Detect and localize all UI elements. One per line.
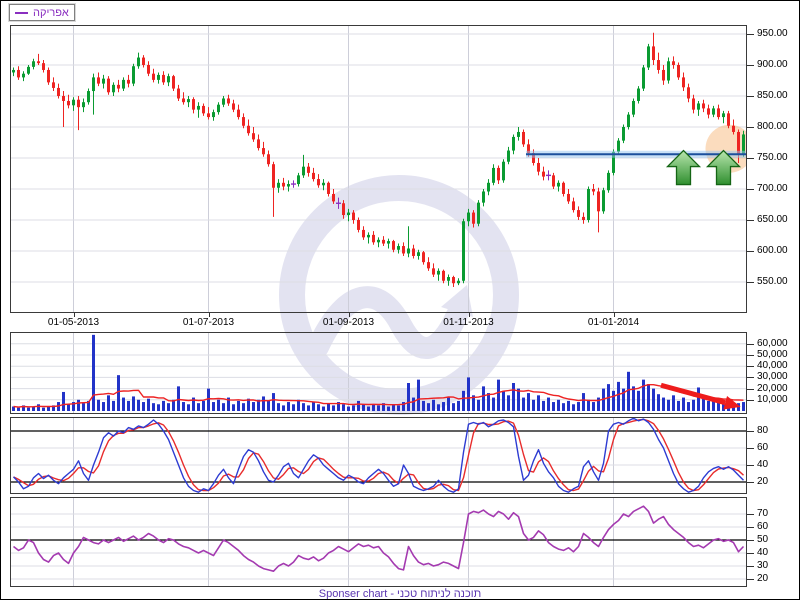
y-axis-tick-label: 30 <box>757 560 769 571</box>
x-axis-tick-label: 01-11-2013 <box>443 317 494 328</box>
y-axis-tick <box>747 96 754 97</box>
y-axis-tick <box>747 127 754 128</box>
y-axis-tick-label: 60,000 <box>757 337 788 349</box>
y-axis-tick-label: 60 <box>757 442 769 453</box>
rsi-panel <box>10 497 747 587</box>
up-arrow-annotation <box>665 149 702 186</box>
x-axis-tick <box>208 313 210 317</box>
series-label: אפריקה <box>33 6 69 19</box>
y-axis-tick <box>747 465 754 466</box>
y-axis-tick-label: 950.00 <box>757 28 788 39</box>
x-axis-tick <box>468 313 470 317</box>
y-axis-tick <box>747 220 754 221</box>
y-axis-tick <box>747 343 754 345</box>
legend-box: אפריקה <box>9 4 75 21</box>
y-axis-tick-label: 30,000 <box>757 371 788 383</box>
y-axis-tick <box>747 282 754 283</box>
y-axis-tick <box>747 431 754 432</box>
stochastic-panel <box>10 417 747 494</box>
x-axis-tick-label: 01-09-2013 <box>322 317 375 328</box>
y-axis-tick-label: 50,000 <box>757 349 788 360</box>
y-axis-tick <box>747 355 754 356</box>
x-axis-date-band: 01-05-2013 01-07-2013 01-09-2013 01-11-2013… <box>11 313 746 332</box>
y-axis-tick <box>747 553 754 554</box>
y-axis-tick-label: 10,000 <box>757 393 788 405</box>
y-axis-tick-label: 20,000 <box>757 382 788 394</box>
y-axis-tick-label: 850.00 <box>757 90 788 101</box>
x-axis-tick-label: 01-01-2014 <box>587 317 640 328</box>
y-axis-tick <box>747 399 754 401</box>
y-axis-tick-label: 40,000 <box>757 360 788 372</box>
downtrend-arrow-annotation <box>723 395 741 410</box>
y-axis-tick <box>747 34 754 35</box>
up-arrow-annotation <box>705 149 742 186</box>
y-axis-tick <box>747 527 754 528</box>
x-axis-tick <box>348 313 350 317</box>
y-axis-tick-label: 650.00 <box>757 214 788 225</box>
y-axis-tick-label: 60 <box>757 521 769 532</box>
y-axis-tick-label: 600.00 <box>757 245 788 256</box>
y-axis-tick <box>747 540 754 541</box>
y-axis-tick-label: 80 <box>757 425 769 436</box>
y-axis-tick <box>747 251 754 252</box>
y-axis-tick-label: 900.00 <box>757 59 788 70</box>
y-axis-tick <box>747 158 754 159</box>
y-axis-tick-label: 40 <box>757 547 769 558</box>
y-axis-tick-label: 70 <box>757 508 769 519</box>
footer-credit: תוכנה לניתוח טכני - Sponser chart <box>318 588 482 600</box>
y-axis-tick-label: 800.00 <box>757 121 788 132</box>
x-axis-tick <box>613 313 615 317</box>
y-axis-tick <box>747 388 754 390</box>
y-axis-tick-label: 20 <box>757 476 769 487</box>
y-axis-tick-label: 50 <box>757 534 769 545</box>
y-axis-tick <box>747 482 754 483</box>
y-axis-tick <box>747 65 754 66</box>
volume-panel <box>10 332 747 414</box>
series-line-sample <box>15 11 28 14</box>
y-axis-tick-label: 20 <box>757 573 769 584</box>
price-candlestick-panel <box>10 25 747 313</box>
x-axis-tick-label: 01-05-2013 <box>47 317 100 328</box>
y-axis-tick <box>747 377 754 379</box>
y-axis-tick-label: 750.00 <box>757 152 788 163</box>
y-axis-tick <box>747 189 754 190</box>
y-axis-tick-label: 700.00 <box>757 183 788 194</box>
y-axis-tick <box>747 366 754 368</box>
y-axis-tick <box>747 448 754 449</box>
x-axis-tick-label: 01-07-2013 <box>182 317 235 328</box>
y-axis-tick <box>747 579 754 580</box>
x-axis-tick <box>73 313 75 317</box>
y-axis-tick <box>747 514 754 515</box>
y-axis-tick-label: 550.00 <box>757 276 788 287</box>
y-axis-tick <box>747 566 754 567</box>
y-axis-tick-label: 40 <box>757 459 769 470</box>
